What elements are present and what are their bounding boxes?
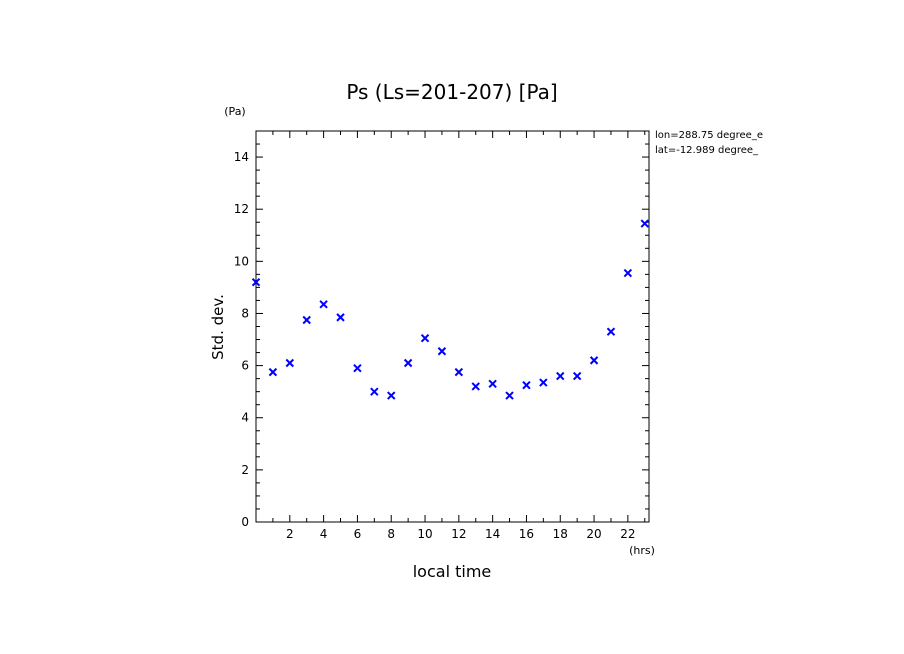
data-point [572, 371, 582, 381]
y-axis-label: Std. dev. [209, 294, 227, 360]
data-point [556, 371, 565, 381]
y-tick-label: 12 [234, 202, 249, 216]
info-longitude: lon=288.75 degree_e [655, 130, 763, 141]
data-point [488, 379, 497, 389]
x-axis-unit: (hrs) [629, 544, 655, 557]
y-tick-label: 6 [241, 359, 249, 373]
y-tick-label: 0 [241, 515, 249, 529]
axis-ticks [256, 130, 649, 522]
x-axis-label: local time [413, 562, 492, 581]
data-point [353, 363, 362, 373]
x-tick-label: 2 [286, 527, 294, 541]
data-point [589, 356, 599, 365]
data-point [302, 315, 311, 325]
x-tick-label: 14 [485, 527, 500, 541]
data-point [370, 387, 379, 396]
data-point [471, 382, 480, 391]
x-tick-label: 8 [387, 527, 395, 541]
x-tick-label: 20 [586, 527, 601, 541]
x-tick-label: 12 [451, 527, 466, 541]
data-point [251, 277, 261, 287]
data-point [623, 268, 633, 278]
x-tick-label: 22 [620, 527, 635, 541]
y-tick-label: 10 [234, 254, 249, 268]
y-tick-label: 14 [234, 150, 249, 164]
y-axis-unit: (Pa) [224, 105, 245, 118]
data-point [539, 378, 548, 387]
y-tick-label: 4 [241, 411, 249, 425]
x-tick-label: 6 [354, 527, 362, 541]
data-point [387, 391, 396, 400]
data-point [403, 358, 413, 368]
axis-tick-labels: 2 4 6 8 10 12 14 16 18 20 22 0 2 4 6 8 10 12 14 [234, 150, 636, 541]
x-tick-label: 4 [320, 527, 328, 541]
y-tick-label: 2 [241, 463, 249, 477]
data-point [640, 219, 649, 228]
data-points [251, 219, 649, 400]
data-point [420, 334, 430, 343]
chart-title: Ps (Ls=201-207) [Pa] [346, 80, 557, 104]
data-point [505, 391, 514, 400]
plot-frame [255, 130, 650, 523]
data-point [319, 300, 328, 309]
data-point [336, 313, 345, 322]
data-point [437, 347, 447, 356]
x-tick-label: 16 [519, 527, 534, 541]
info-latitude: lat=-12.989 degree_ [655, 145, 759, 156]
data-point [606, 327, 616, 336]
x-tick-label: 18 [553, 527, 568, 541]
x-tick-label: 10 [417, 527, 432, 541]
data-point [285, 358, 295, 368]
data-point [454, 367, 464, 377]
y-tick-label: 8 [241, 306, 249, 320]
data-point [522, 380, 531, 390]
data-point [268, 367, 278, 377]
